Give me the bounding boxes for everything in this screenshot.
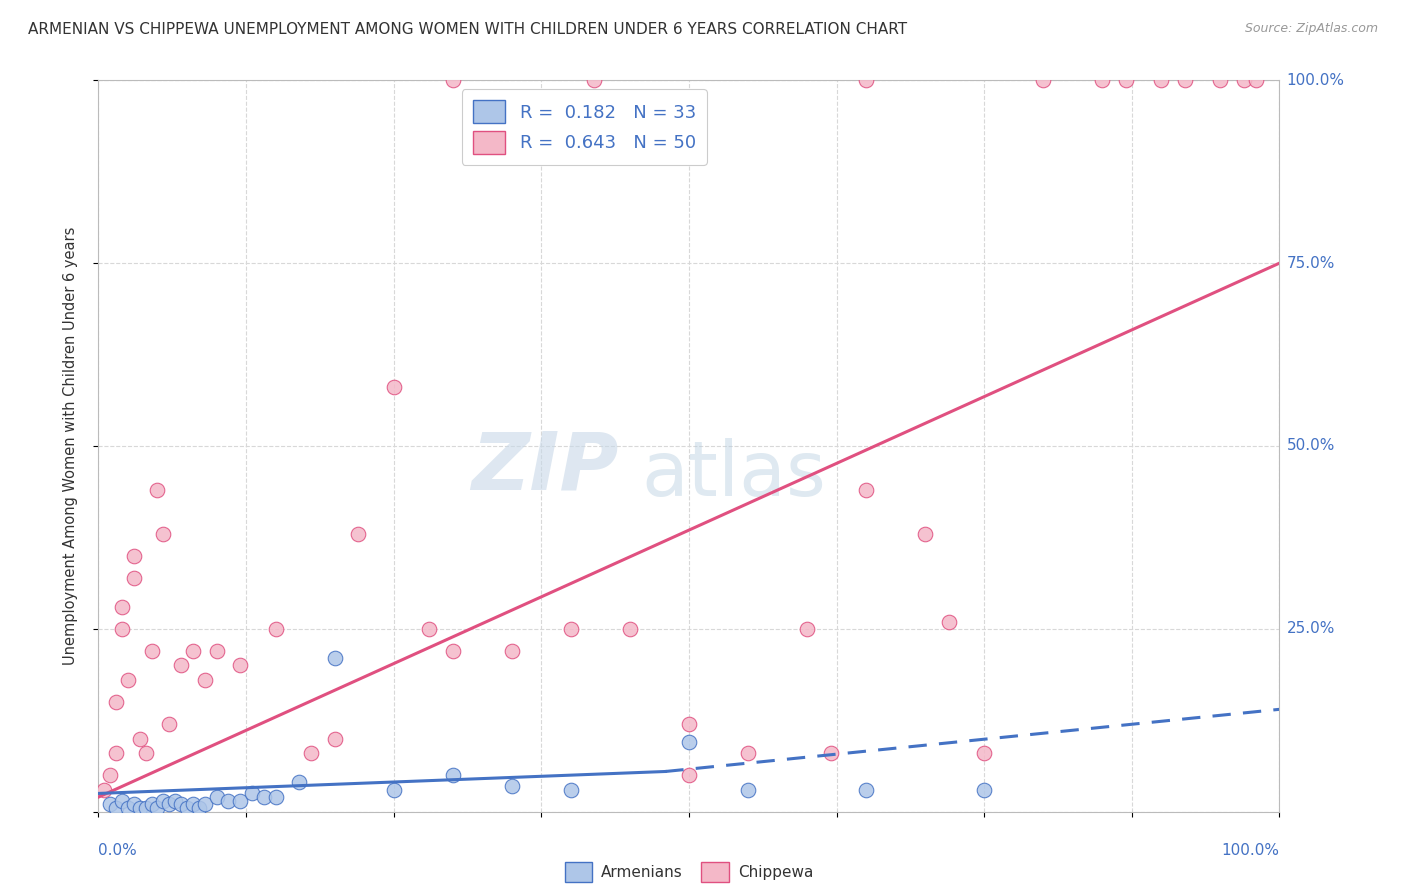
Point <box>914 526 936 541</box>
Point <box>146 483 169 497</box>
Point <box>583 73 606 87</box>
Point <box>253 790 276 805</box>
Point <box>441 73 464 87</box>
Point <box>796 622 818 636</box>
Point <box>105 801 128 815</box>
Point <box>938 615 960 629</box>
Point <box>105 746 128 760</box>
Point <box>441 768 464 782</box>
Point <box>1115 73 1137 87</box>
Point <box>264 622 287 636</box>
Point <box>1233 73 1256 87</box>
Point <box>1174 73 1197 87</box>
Point <box>98 768 121 782</box>
Point <box>122 797 145 812</box>
Point <box>501 779 523 793</box>
Point <box>678 735 700 749</box>
Point <box>229 658 252 673</box>
Point <box>737 746 759 760</box>
Text: 50.0%: 50.0% <box>1286 439 1334 453</box>
Point <box>128 731 150 746</box>
Point <box>501 644 523 658</box>
Point <box>122 571 145 585</box>
Point <box>105 695 128 709</box>
Text: 25.0%: 25.0% <box>1286 622 1334 636</box>
Point <box>973 782 995 797</box>
Point <box>382 782 405 797</box>
Point <box>111 794 134 808</box>
Point <box>855 483 877 497</box>
Point <box>299 746 322 760</box>
Text: 100.0%: 100.0% <box>1286 73 1344 87</box>
Point <box>135 801 157 815</box>
Point <box>111 599 134 614</box>
Point <box>678 717 700 731</box>
Point <box>135 746 157 760</box>
Point <box>157 797 180 812</box>
Text: 100.0%: 100.0% <box>1222 843 1279 858</box>
Point <box>560 622 582 636</box>
Point <box>264 790 287 805</box>
Text: atlas: atlas <box>641 438 827 512</box>
Point <box>737 782 759 797</box>
Text: ZIP: ZIP <box>471 429 619 507</box>
Point <box>217 794 239 808</box>
Point <box>441 644 464 658</box>
Point <box>1032 73 1054 87</box>
Point <box>152 526 174 541</box>
Text: 0.0%: 0.0% <box>98 843 138 858</box>
Point <box>560 782 582 797</box>
Point <box>122 549 145 563</box>
Point <box>205 790 228 805</box>
Point <box>141 797 163 812</box>
Point <box>165 794 187 808</box>
Point <box>418 622 440 636</box>
Point <box>1091 73 1114 87</box>
Point <box>205 644 228 658</box>
Point <box>141 644 163 658</box>
Point <box>152 794 174 808</box>
Point <box>229 794 252 808</box>
Point <box>187 801 209 815</box>
Point <box>1244 73 1267 87</box>
Point <box>194 673 217 687</box>
Point <box>347 526 370 541</box>
Point <box>93 782 115 797</box>
Point <box>181 644 204 658</box>
Text: 75.0%: 75.0% <box>1286 256 1334 270</box>
Point <box>170 658 193 673</box>
Point <box>288 775 311 789</box>
Point <box>181 797 204 812</box>
Point <box>678 768 700 782</box>
Text: Source: ZipAtlas.com: Source: ZipAtlas.com <box>1244 22 1378 36</box>
Point <box>117 801 139 815</box>
Point <box>240 787 263 801</box>
Point <box>323 651 346 665</box>
Point <box>973 746 995 760</box>
Text: ARMENIAN VS CHIPPEWA UNEMPLOYMENT AMONG WOMEN WITH CHILDREN UNDER 6 YEARS CORREL: ARMENIAN VS CHIPPEWA UNEMPLOYMENT AMONG … <box>28 22 907 37</box>
Point <box>170 797 193 812</box>
Point <box>855 782 877 797</box>
Point <box>619 622 641 636</box>
Point <box>1209 73 1232 87</box>
Point <box>1150 73 1173 87</box>
Legend: Armenians, Chippewa: Armenians, Chippewa <box>558 856 820 888</box>
Point <box>323 731 346 746</box>
Point <box>128 801 150 815</box>
Point <box>194 797 217 812</box>
Point <box>98 797 121 812</box>
Point <box>820 746 842 760</box>
Point <box>157 717 180 731</box>
Point <box>146 801 169 815</box>
Point <box>382 380 405 394</box>
Point <box>176 801 198 815</box>
Point <box>111 622 134 636</box>
Y-axis label: Unemployment Among Women with Children Under 6 years: Unemployment Among Women with Children U… <box>63 227 77 665</box>
Point <box>855 73 877 87</box>
Point <box>117 673 139 687</box>
